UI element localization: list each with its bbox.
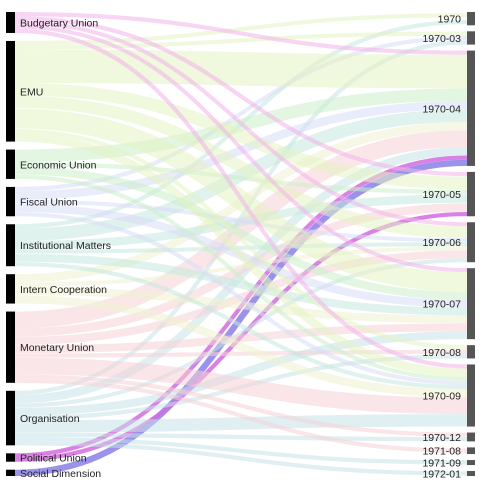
right-node-1970-06 [467,222,475,263]
link-institutional-matters-to-1970-06 [14,242,468,254]
link-budgetary-union-to-1970-06 [14,20,468,227]
link-economic-union-to-1970-09 [14,174,468,382]
link-monetary-union-to-1970-09 [14,357,468,415]
right-node-1970-07 [467,268,475,340]
right-node-1970-03 [467,31,475,45]
link-institutional-matters-to-1970-07 [14,253,468,316]
left-node-monetary-union [6,311,15,383]
link-monetary-union-to-1971-08 [14,378,468,453]
right-node-1970-12 [467,432,475,442]
left-node-label-intern-cooperation: Intern Cooperation [20,284,107,296]
link-organisation-to-1970-09 [14,414,468,433]
link-monetary-union-to-1970-07 [14,323,468,354]
left-node-label-monetary-union: Monetary Union [20,342,94,354]
left-node-label-political-union: Political Union [20,453,87,465]
right-node-1970-05 [467,171,475,217]
link-organisation-to-1970-07 [14,331,468,416]
link-organisation-to-1971-09 [14,436,468,465]
right-node-label-1970-12: 1970-12 [422,432,461,444]
right-node-1970-04 [467,50,475,166]
link-economic-union-to-1970-05 [14,162,468,194]
link-fiscal-union-to-1970-06 [14,199,468,243]
right-node-1970-08 [467,345,475,359]
link-intern-cooperation-to-1970-07 [14,287,468,324]
right-node-1970 [467,12,475,26]
right-node-label-1970-03: 1970-03 [422,33,461,45]
link-budgetary-union-to-1970-07 [14,24,468,273]
link-monetary-union-to-1970-12 [14,374,468,437]
link-emu-to-1970 [14,13,468,46]
link-emu-to-1970-06 [14,95,468,239]
right-node-label-1970-08: 1970-08 [422,347,461,359]
right-node-label-1971-09: 1971-09 [422,458,461,470]
right-node-label-1970-09: 1970-09 [422,390,461,402]
left-node-label-emu: EMU [20,86,43,98]
right-node-1972-01 [467,471,475,476]
left-nodes: Budgetary Union EMU Economic Union Fiscal U… [6,12,111,480]
right-node-label-1970-04: 1970-04 [422,103,461,115]
right-node-1970-09 [467,364,475,427]
link-fiscal-union-to-1970-09 [14,212,468,386]
left-node-budgetary-union [6,12,15,33]
right-node-label-1970-06: 1970-06 [422,237,461,249]
right-node-label-1972-01: 1972-01 [422,469,461,481]
link-emu-to-1970-09 [14,133,468,377]
link-monetary-union-to-1970-08 [14,349,468,358]
left-node-label-social-dimension: Social Dimension [20,468,101,480]
left-node-economic-union [6,149,15,179]
left-node-organisation [6,390,15,446]
left-node-social-dimension [6,469,15,476]
left-node-label-fiscal-union: Fiscal Union [20,197,78,209]
left-node-label-economic-union: Economic Union [20,159,97,171]
left-node-label-organisation: Organisation [20,413,80,425]
right-nodes: 1970 1970-03 1970-04 1970-05 1970-06 1970-07 1… [422,12,475,481]
link-organisation-to-1972-01 [14,441,468,476]
link-budgetary-union-to-1970-09 [14,28,468,369]
left-node-institutional-matters [6,224,15,267]
link-budgetary-union-to-1970-05 [14,16,468,177]
link-institutional-matters-to-1970-09 [14,262,468,390]
link-emu-to-1970-08 [14,129,468,350]
sankey-links [14,12,468,477]
link-emu-to-1970-04 [14,49,468,89]
link-economic-union-to-1970-07 [14,166,468,300]
link-intern-cooperation-to-1970-09 [14,295,468,398]
link-intern-cooperation-to-1970-06 [14,246,468,287]
left-node-label-institutional-matters: Institutional Matters [20,240,111,252]
left-node-political-union [6,453,15,462]
left-node-fiscal-union [6,186,15,217]
left-node-emu [6,40,15,142]
right-node-label-1970: 1970 [438,14,462,26]
right-node-1971-09 [467,460,475,466]
right-node-1971-08 [467,447,475,455]
right-node-label-1970-05: 1970-05 [422,189,461,201]
link-institutional-matters-to-1970-04 [14,109,468,242]
link-organisation-to-1970-12 [14,432,468,442]
left-node-label-budgetary-union: Budgetary Union [20,17,98,29]
right-node-label-1970-07: 1970-07 [422,299,461,311]
link-budgetary-union-to-1970-04 [14,12,468,55]
link-emu-to-1970-05 [14,82,468,190]
left-node-intern-cooperation [6,274,15,304]
right-node-label-1971-08: 1971-08 [422,446,461,458]
